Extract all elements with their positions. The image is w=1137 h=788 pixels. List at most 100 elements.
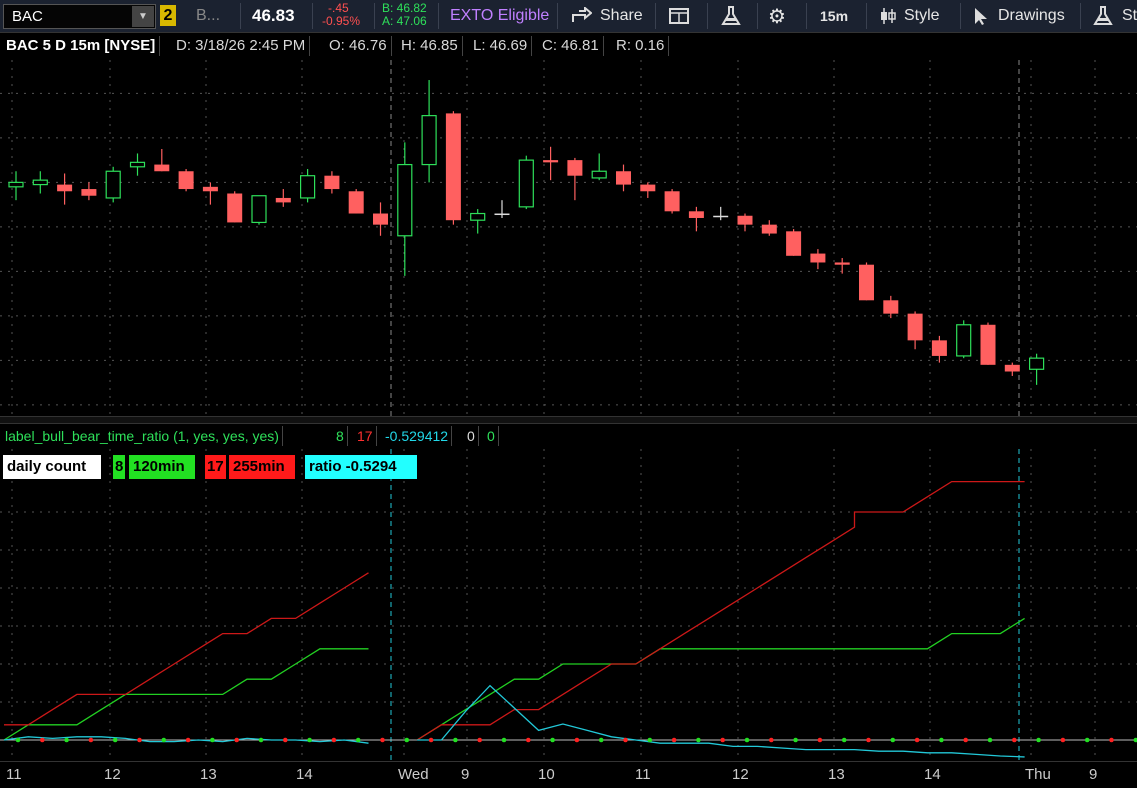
- timeframe-selector[interactable]: 15m: [820, 0, 848, 32]
- candle-body: [567, 160, 582, 176]
- study-chart[interactable]: [0, 449, 1137, 761]
- candle: [398, 142, 412, 276]
- time-axis-tick: 11: [6, 766, 22, 783]
- ratio-label: ratio -0.5294: [305, 455, 417, 479]
- candle-body: [665, 191, 680, 211]
- symbol-input[interactable]: BAC ▼: [3, 4, 156, 29]
- candle: [33, 171, 47, 193]
- signal-dot: [1061, 738, 1066, 743]
- cursor-arrow-icon: [972, 6, 990, 26]
- price-chart[interactable]: [0, 60, 1137, 416]
- studies-lab-button[interactable]: [720, 0, 742, 32]
- signal-dot: [599, 738, 604, 743]
- signal-dot: [259, 738, 264, 743]
- candle-body: [908, 314, 923, 341]
- candle-body: [422, 116, 436, 165]
- candle-body: [1030, 358, 1044, 369]
- candle-body: [203, 187, 218, 191]
- link-group-badge[interactable]: 2: [160, 5, 176, 26]
- candle: [324, 171, 339, 193]
- signal-dot: [842, 738, 847, 743]
- time-axis-tick: 11: [635, 766, 651, 783]
- drawings-button[interactable]: Drawings: [972, 0, 1065, 32]
- signal-dot: [1109, 738, 1114, 743]
- signal-dot: [40, 738, 45, 743]
- candle-body: [227, 194, 242, 223]
- candle-body: [9, 182, 23, 186]
- bear-minutes-label: 255min: [229, 455, 295, 479]
- study-name[interactable]: label_bull_bear_time_ratio (1, yes, yes,…: [2, 426, 283, 446]
- candle-body: [957, 325, 971, 356]
- signal-dot: [113, 738, 118, 743]
- chart-title[interactable]: BAC 5 D 15m [NYSE]: [2, 36, 160, 56]
- signal-dot: [866, 738, 871, 743]
- candle: [883, 296, 898, 318]
- candle-body: [713, 216, 728, 218]
- signal-dot: [186, 738, 191, 743]
- candle-body: [495, 214, 510, 216]
- signal-dot: [745, 738, 750, 743]
- candle-body: [932, 340, 947, 356]
- candle: [981, 323, 996, 365]
- signal-dot: [89, 738, 94, 743]
- study-bull-value: 8: [333, 426, 348, 446]
- study-ratio-value: -0.529412: [382, 426, 452, 446]
- candle: [592, 153, 606, 180]
- flask-icon: [720, 5, 742, 27]
- candle: [957, 320, 971, 358]
- daily-count-label: daily count: [3, 455, 101, 479]
- candle-body: [154, 165, 169, 172]
- candle-body: [373, 214, 388, 225]
- signal-dot: [429, 738, 434, 743]
- pct-change: -0.95%: [322, 15, 360, 28]
- bull-count-label: 8: [113, 455, 125, 479]
- candle-body: [519, 160, 533, 207]
- candle: [57, 173, 72, 204]
- candle-body: [106, 171, 120, 198]
- candle: [738, 214, 753, 232]
- signal-dot: [963, 738, 968, 743]
- candle-body: [981, 325, 996, 365]
- time-axis-tick: 13: [828, 766, 845, 783]
- time-axis-tick: 10: [538, 766, 555, 783]
- candle-body: [543, 160, 558, 162]
- series-line-bear: [417, 482, 1025, 740]
- candle-body: [883, 300, 898, 313]
- candle: [471, 209, 485, 233]
- settings-button[interactable]: ⚙: [768, 0, 786, 32]
- candle-body: [640, 185, 655, 192]
- candle: [543, 147, 558, 180]
- time-axis-tick: 14: [296, 766, 313, 783]
- style-button[interactable]: Style: [878, 0, 940, 32]
- candle: [373, 202, 388, 235]
- time-axis-tick: Wed: [398, 766, 429, 783]
- candle: [519, 156, 533, 209]
- share-button[interactable]: Share: [570, 0, 643, 32]
- candle-body: [252, 196, 266, 223]
- share-label: Share: [600, 7, 643, 25]
- signal-dot: [332, 738, 337, 743]
- candle: [616, 165, 631, 192]
- signal-dot: [672, 738, 677, 743]
- candle-body: [738, 216, 753, 225]
- signal-dot: [64, 738, 69, 743]
- bar-close: C: 46.81: [538, 36, 604, 56]
- study-value-5: 0: [484, 426, 499, 446]
- signal-dot: [356, 738, 361, 743]
- candle: [154, 149, 169, 171]
- symbol-dropdown-icon[interactable]: ▼: [132, 6, 154, 27]
- candle-body: [859, 265, 874, 301]
- candle-style-icon: [878, 6, 898, 26]
- series-line-ratio: [417, 686, 1025, 757]
- candle-body: [592, 171, 606, 178]
- studies-button[interactable]: St: [1092, 0, 1137, 32]
- flexible-grid-button[interactable]: [668, 0, 692, 32]
- study-title-bar: label_bull_bear_time_ratio (1, yes, yes,…: [0, 423, 1137, 449]
- candle: [9, 171, 23, 200]
- candle: [689, 207, 704, 231]
- exto-eligible-link[interactable]: EXTO Eligible: [450, 0, 549, 32]
- bar-range: R: 0.16: [612, 36, 669, 56]
- time-axis-tick: 12: [104, 766, 121, 783]
- bear-count-label: 17: [205, 455, 226, 479]
